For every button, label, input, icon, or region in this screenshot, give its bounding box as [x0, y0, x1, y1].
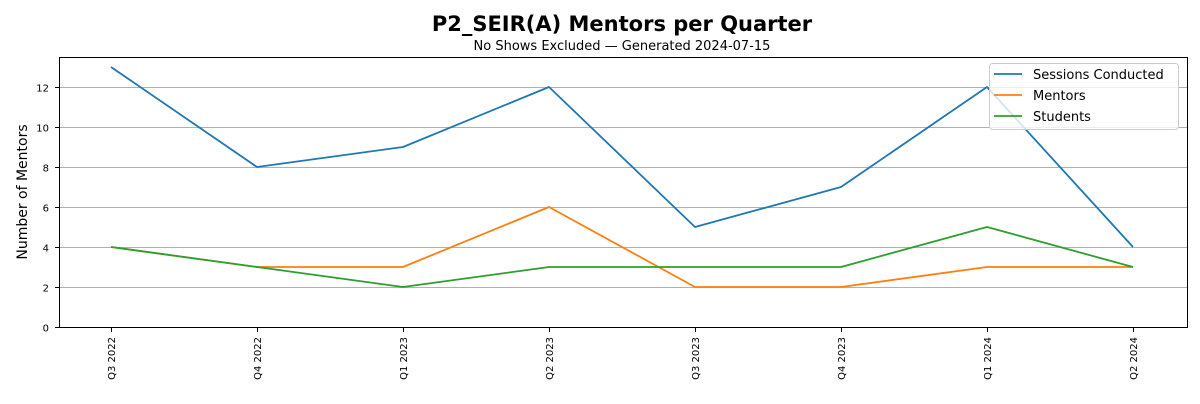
y-gridlines [60, 87, 1187, 288]
legend-box [989, 63, 1179, 130]
y-tick-label: 2 [43, 284, 49, 295]
x-axis: Q3 2022 Q4 2022 Q1 2023 Q2 2023 Q3 2023 Q4 20… [107, 328, 1140, 380]
legend-label: Mentors [1033, 89, 1086, 104]
x-tick-label: Q2 2024 [1129, 337, 1140, 380]
x-tick-label: Q3 2023 [691, 337, 702, 380]
x-tick-label: Q4 2023 [837, 337, 848, 380]
chart-title: P2_SEIR(A) Mentors per Quarter [432, 12, 813, 36]
x-tick-label: Q1 2023 [399, 337, 410, 380]
y-axis: 0 2 4 6 8 10 12 [36, 84, 59, 335]
series-line-sessions-conducted [110, 66, 1134, 248]
legend-label: Students [1033, 110, 1091, 125]
y-tick-label: 10 [36, 124, 49, 135]
x-tick-label: Q4 2022 [253, 337, 264, 380]
series-line-mentors [110, 206, 1133, 288]
y-axis-label: Number of Mentors [15, 124, 31, 259]
x-tick-label: Q2 2023 [545, 337, 556, 380]
x-tick-label: Q3 2022 [107, 337, 118, 380]
legend-item: Mentors [994, 89, 1086, 104]
y-tick-label: 4 [43, 244, 49, 255]
legend-label: Sessions Conducted [1033, 68, 1164, 83]
plot-area-frame [59, 57, 1188, 328]
y-tick-label: 0 [43, 324, 49, 335]
series-line-students [110, 226, 1134, 288]
chart-subtitle: No Shows Excluded — Generated 2024-07-15 [474, 39, 771, 54]
y-tick-label: 8 [43, 164, 49, 175]
data-series [110, 66, 1134, 288]
legend-item: Students [994, 110, 1091, 125]
legend: Sessions Conducted Mentors Students [989, 63, 1179, 130]
y-tick-label: 6 [43, 204, 49, 215]
x-tick-label: Q1 2024 [983, 337, 994, 380]
y-tick-label: 12 [36, 84, 49, 95]
legend-item: Sessions Conducted [994, 68, 1164, 83]
